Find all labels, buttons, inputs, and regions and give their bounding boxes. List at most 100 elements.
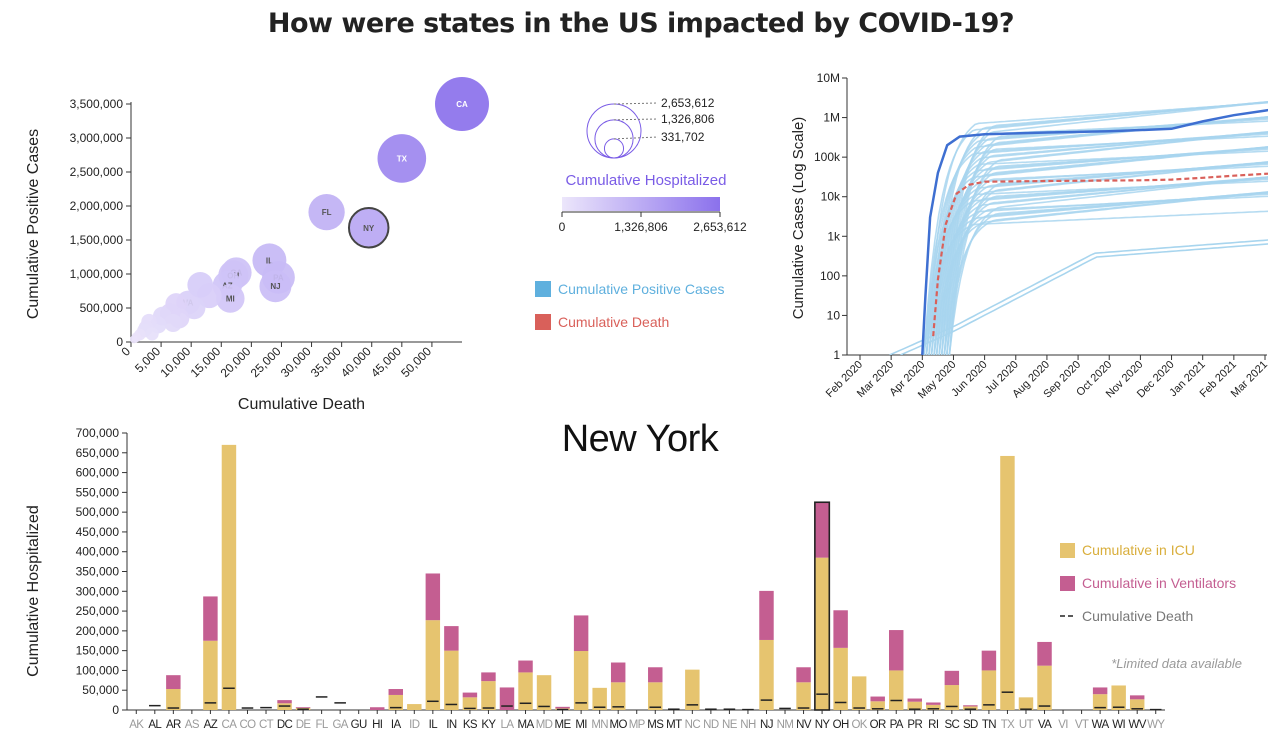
- icu-bar-ky[interactable]: [481, 681, 496, 710]
- icu-bar-sc[interactable]: [944, 685, 960, 710]
- ventilator-bar-ar[interactable]: [166, 675, 181, 690]
- ventilator-bar-mo[interactable]: [610, 662, 626, 683]
- scatter-point-tx[interactable]: [377, 134, 427, 183]
- ventilator-bar-ky[interactable]: [481, 672, 496, 682]
- icu-bar-id[interactable]: [407, 704, 422, 710]
- icu-bar-ut[interactable]: [1018, 697, 1034, 710]
- icu-bar-nv[interactable]: [796, 682, 811, 710]
- state-case-line[interactable]: [925, 101, 1277, 355]
- icu-bar-md[interactable]: [536, 675, 552, 710]
- ventilator-bar-nj[interactable]: [759, 590, 774, 640]
- state-case-line[interactable]: [933, 146, 1278, 355]
- state-case-line[interactable]: [943, 146, 1277, 355]
- timeline-y-tick-label: 1M: [823, 111, 840, 125]
- state-case-line[interactable]: [930, 176, 1276, 355]
- icu-bar-pa[interactable]: [889, 670, 904, 710]
- icu-bar-mi[interactable]: [573, 651, 589, 710]
- icu-bar-ma[interactable]: [518, 672, 533, 710]
- ventilator-bar-la[interactable]: [499, 687, 515, 710]
- icu-bar-il[interactable]: [425, 620, 441, 710]
- size-legend-value: 331,702: [661, 130, 705, 144]
- ventilator-bar-ri[interactable]: [926, 702, 941, 705]
- series-legend-swatch[interactable]: [535, 314, 551, 330]
- ventilator-bar-ks[interactable]: [462, 692, 478, 698]
- bar-x-tick-label: KY: [481, 719, 496, 731]
- bar-legend-swatch[interactable]: [1060, 543, 1075, 558]
- icu-bar-nc[interactable]: [685, 669, 700, 710]
- ventilator-bar-in[interactable]: [444, 626, 459, 651]
- scatter-point-fl[interactable]: [308, 193, 345, 231]
- state-case-line[interactable]: [900, 243, 1275, 356]
- ventilator-bar-hi[interactable]: [370, 707, 385, 710]
- state-case-line[interactable]: [940, 101, 1278, 355]
- ventilator-bar-pr[interactable]: [907, 698, 922, 702]
- icu-bar-wa[interactable]: [1092, 694, 1108, 710]
- icu-bar-ri[interactable]: [926, 704, 941, 710]
- scatter-point[interactable]: [164, 313, 183, 333]
- icu-bar-nj[interactable]: [759, 639, 774, 710]
- ventilator-bar-az[interactable]: [203, 596, 218, 641]
- icu-bar-wv[interactable]: [1129, 699, 1145, 710]
- ventilator-bar-wv[interactable]: [1129, 695, 1145, 700]
- state-case-line[interactable]: [946, 148, 1276, 355]
- state-case-line[interactable]: [943, 135, 1277, 355]
- icu-bar-tn[interactable]: [981, 670, 997, 710]
- ventilator-bar-ny[interactable]: [814, 502, 830, 558]
- icu-bar-ok[interactable]: [851, 676, 867, 710]
- ventilator-bar-ia[interactable]: [388, 689, 403, 695]
- ventilator-bar-sd[interactable]: [963, 705, 978, 707]
- ventilator-bar-de[interactable]: [295, 707, 311, 709]
- icu-bar-mn[interactable]: [592, 687, 607, 710]
- icu-bar-oh[interactable]: [833, 647, 848, 710]
- ventilator-bar-ms[interactable]: [648, 667, 663, 683]
- icu-bar-or[interactable]: [870, 701, 885, 710]
- icu-bar-wi[interactable]: [1111, 685, 1126, 710]
- ventilator-bar-wa[interactable]: [1092, 687, 1108, 695]
- icu-bar-ar[interactable]: [166, 689, 181, 710]
- icu-bar-pr[interactable]: [907, 701, 922, 710]
- ventilator-bar-sc[interactable]: [944, 670, 960, 686]
- bar-x-tick-label: NV: [796, 719, 812, 731]
- state-case-line[interactable]: [940, 165, 1278, 355]
- size-legend-circle: [603, 138, 625, 159]
- ventilator-bar-il[interactable]: [425, 573, 441, 621]
- ventilator-bar-tn[interactable]: [981, 650, 997, 671]
- scatter-y-tick-label: 500,000: [80, 301, 124, 315]
- ventilator-bar-ma[interactable]: [518, 660, 533, 673]
- state-case-line[interactable]: [889, 239, 1278, 355]
- ventilator-bar-or[interactable]: [870, 696, 885, 702]
- icu-bar-tx[interactable]: [1000, 455, 1015, 710]
- scatter-point-ca[interactable]: [435, 77, 489, 131]
- scatter-point[interactable]: [145, 327, 159, 341]
- scatter-point-mi[interactable]: [216, 284, 245, 313]
- icu-bar-ia[interactable]: [388, 694, 403, 710]
- icu-bar-ks[interactable]: [462, 697, 478, 710]
- icu-bar-in[interactable]: [444, 650, 459, 710]
- icu-bar-ca[interactable]: [221, 444, 237, 710]
- ventilator-bar-mi[interactable]: [573, 615, 589, 652]
- state-case-line[interactable]: [948, 118, 1278, 355]
- ventilator-bar-va[interactable]: [1037, 641, 1052, 666]
- scatter-point[interactable]: [129, 335, 139, 344]
- ventilator-bar-dc[interactable]: [277, 700, 292, 704]
- state-case-line[interactable]: [933, 101, 1278, 355]
- series-legend-swatch[interactable]: [535, 281, 551, 297]
- ventilator-bar-oh[interactable]: [833, 610, 848, 648]
- icu-bar-sd[interactable]: [963, 706, 978, 710]
- selected-case-line[interactable]: [921, 108, 1277, 355]
- icu-bar-az[interactable]: [203, 640, 218, 710]
- ventilator-bar-pa[interactable]: [889, 630, 904, 671]
- ventilator-bar-nv[interactable]: [796, 667, 811, 683]
- icu-bar-ny[interactable]: [814, 557, 830, 710]
- bar-legend-swatch[interactable]: [1060, 576, 1075, 591]
- state-case-line[interactable]: [938, 195, 1275, 355]
- bar-x-tick-label: DE: [296, 719, 312, 731]
- bar-x-tick-label: MO: [610, 719, 628, 731]
- icu-bar-mo[interactable]: [610, 682, 626, 710]
- scatter-point-ny[interactable]: [347, 207, 390, 249]
- icu-bar-va[interactable]: [1037, 665, 1052, 710]
- scatter-point[interactable]: [182, 296, 206, 320]
- scatter-point-nj[interactable]: [259, 270, 292, 303]
- icu-bar-ms[interactable]: [648, 682, 663, 710]
- ventilator-bar-me[interactable]: [555, 706, 570, 709]
